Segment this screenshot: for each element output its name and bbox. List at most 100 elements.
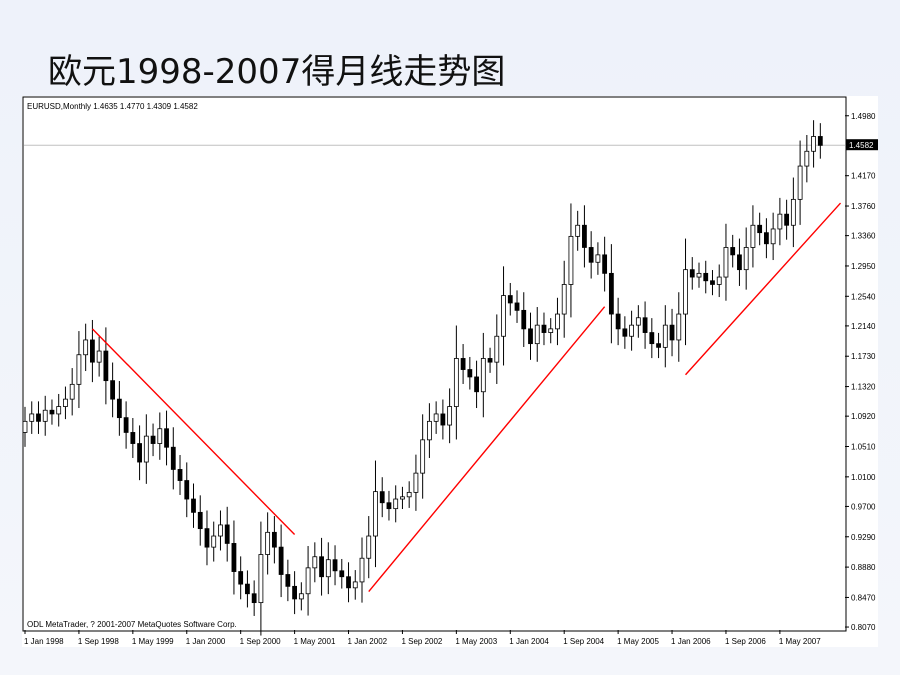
candle-body	[218, 524, 223, 537]
price-tick-label: 1.1730	[851, 352, 876, 361]
candle-body	[130, 432, 136, 444]
candle	[157, 412, 163, 460]
candle-body	[339, 570, 345, 578]
candle-body	[312, 556, 318, 569]
price-tick-label: 1.2540	[851, 292, 876, 301]
candle-body	[669, 324, 675, 341]
candle	[561, 260, 567, 338]
candle	[730, 234, 736, 268]
candle	[29, 401, 35, 434]
time-tick-label: 1 Jan 1998	[24, 637, 64, 646]
candle-body	[797, 165, 803, 200]
candle	[373, 460, 378, 568]
candle-body	[400, 496, 405, 500]
price-tick-label: 0.8070	[851, 623, 876, 632]
candle-body	[662, 324, 668, 348]
price-tick-label: 1.2140	[851, 322, 876, 331]
candle-body	[325, 559, 331, 578]
candle-body	[197, 511, 203, 530]
candle	[379, 477, 385, 518]
candle-body	[811, 136, 816, 152]
candle-body	[69, 383, 75, 400]
candle-body	[224, 524, 230, 544]
candle-body	[534, 324, 540, 345]
price-tick-label: 1.0100	[851, 473, 876, 482]
candle	[245, 570, 250, 608]
candle	[292, 571, 298, 615]
candle-body	[76, 354, 82, 385]
candle	[312, 542, 318, 583]
candle-body	[784, 213, 790, 226]
time-tick-label: 1 Sep 1998	[78, 637, 119, 646]
candle	[555, 297, 560, 346]
candle-body	[541, 324, 547, 333]
candle	[191, 483, 196, 528]
candle-body	[703, 272, 709, 282]
candle	[514, 290, 520, 323]
candle	[487, 347, 493, 373]
candle	[548, 318, 554, 344]
chart-header: EURUSD,Monthly 1.4635 1.4770 1.4309 1.45…	[27, 102, 198, 111]
candle	[130, 418, 136, 458]
candle-body	[501, 295, 506, 337]
time-tick-label: 1 Jan 2002	[348, 637, 388, 646]
candle-body	[764, 232, 769, 245]
candle	[743, 227, 749, 290]
candle	[575, 210, 581, 251]
candle	[393, 485, 399, 523]
time-tick-label: 1 Jan 2004	[509, 637, 549, 646]
candle	[649, 318, 655, 359]
candle-body	[507, 295, 513, 304]
candle	[770, 212, 776, 261]
candle	[332, 545, 338, 586]
candle	[689, 257, 695, 290]
candle	[494, 314, 500, 384]
candle	[170, 427, 176, 490]
current-price-label: 1.4582	[849, 141, 874, 150]
candle-body	[460, 358, 466, 370]
candle-body	[521, 309, 527, 330]
candle	[197, 495, 203, 546]
candle	[521, 292, 527, 347]
candle	[366, 516, 372, 579]
time-tick-label: 1 May 2003	[455, 637, 497, 646]
candle	[683, 238, 688, 346]
candle-body	[622, 328, 628, 337]
candle	[811, 120, 816, 168]
current-price-tag	[846, 139, 878, 151]
candle	[42, 395, 48, 436]
candle-body	[575, 224, 581, 237]
candle	[258, 521, 264, 636]
candle-body	[433, 413, 439, 422]
candle	[63, 386, 68, 420]
candle-body	[467, 369, 473, 378]
time-tick-label: 1 Sep 2006	[725, 637, 766, 646]
candle-body	[352, 581, 358, 589]
candle-body	[730, 247, 736, 256]
candle-body	[656, 343, 661, 348]
candle-body	[49, 409, 55, 415]
candle	[49, 399, 55, 425]
price-tick-label: 1.4980	[851, 112, 876, 121]
candle-body	[629, 324, 634, 337]
candle-body	[480, 358, 486, 393]
candle	[460, 344, 466, 384]
price-tick-label: 1.2950	[851, 262, 876, 271]
candle	[305, 546, 311, 616]
candle-body	[426, 420, 432, 441]
candle	[433, 401, 439, 434]
candle-body	[474, 376, 479, 393]
candle	[285, 559, 291, 602]
candle	[238, 556, 244, 600]
candle	[116, 381, 122, 436]
candle	[96, 336, 102, 377]
candle	[817, 123, 823, 159]
candle-body	[804, 150, 810, 167]
price-tick-label: 0.8470	[851, 593, 876, 602]
candle	[103, 327, 109, 405]
candle-body	[588, 247, 594, 263]
candle-body	[204, 528, 210, 548]
time-tick-label: 1 May 2001	[294, 637, 336, 646]
candle	[90, 319, 95, 383]
candle	[143, 414, 149, 484]
